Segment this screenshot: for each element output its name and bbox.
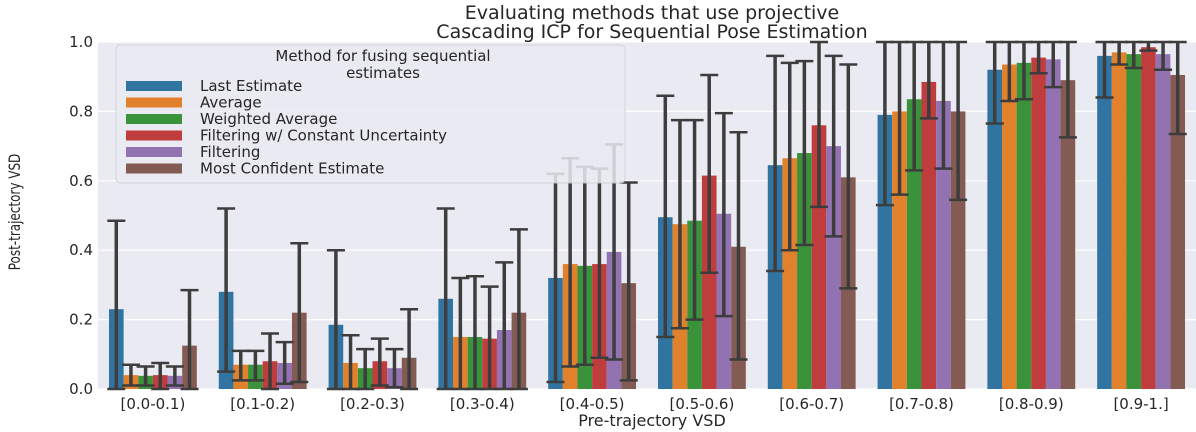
x-tick-label: [0.4-0.5) — [560, 395, 625, 413]
bar — [1155, 54, 1171, 390]
x-tick-label: [0.8-0.9) — [999, 395, 1064, 413]
bar — [1045, 59, 1061, 389]
y-tick-label: 0.4 — [69, 241, 93, 259]
x-tick-label: [0.0-0.1) — [120, 395, 185, 413]
legend-label: Filtering w/ Constant Uncertainty — [200, 127, 447, 145]
bar — [1170, 74, 1186, 389]
error-bars — [107, 40, 1187, 391]
x-tick-label: [0.6-0.7) — [779, 395, 844, 413]
bar — [1141, 47, 1156, 390]
y-axis-label: Post-trajectory VSD — [6, 154, 24, 271]
bar — [1002, 64, 1017, 390]
x-tick-label: [0.1-0.2) — [230, 395, 295, 413]
legend-title-line-2: estimates — [346, 64, 420, 82]
bar — [811, 125, 827, 389]
legend-swatch — [126, 81, 182, 91]
bars — [108, 47, 1186, 390]
legend-swatch — [126, 114, 182, 124]
legend-label: Weighted Average — [200, 110, 337, 128]
bar — [906, 99, 922, 389]
bar — [877, 114, 893, 390]
legend-swatch — [126, 97, 182, 108]
legend-swatch — [126, 163, 182, 174]
legend-frame — [115, 44, 626, 184]
x-tick-label: [0.3-0.4) — [450, 395, 515, 413]
x-tick-label: [0.9-1.] — [1113, 395, 1168, 413]
bar — [987, 69, 1003, 389]
x-tick-label: [0.5-0.6) — [669, 395, 734, 413]
bar — [892, 111, 907, 390]
bar — [701, 175, 717, 389]
bar — [1060, 80, 1076, 390]
y-tick-label: 0.8 — [69, 102, 93, 120]
legend-label: Most Confident Estimate — [200, 160, 384, 178]
legend-label: Filtering — [200, 143, 260, 161]
chart-title-line-2: Cascading ICP for Sequential Pose Estima… — [436, 21, 867, 43]
bar — [1097, 55, 1112, 389]
y-tick-label: 1.0 — [69, 33, 93, 51]
bar — [1126, 54, 1142, 390]
legend-label: Last Estimate — [200, 77, 302, 95]
bar — [950, 111, 966, 390]
legend-title-line-1: Method for fusing sequential — [275, 47, 490, 65]
chart-title-line-1: Evaluating methods that use projective — [465, 2, 840, 24]
x-tick-label: [0.2-0.3) — [340, 395, 405, 413]
bar — [1031, 57, 1046, 390]
legend-label: Average — [200, 94, 262, 112]
x-tick-label: [0.7-0.8) — [889, 395, 954, 413]
y-tick-label: 0.0 — [69, 380, 93, 398]
bar — [1111, 52, 1127, 389]
bar — [767, 165, 783, 389]
x-axis-label: Pre-trajectory VSD — [578, 411, 726, 430]
y-tick-label: 0.2 — [69, 311, 93, 329]
y-tick-labels: 0.0 0.2 0.4 0.6 0.8 1.0 — [69, 33, 93, 398]
legend-swatch — [126, 130, 182, 141]
bar — [826, 146, 841, 389]
y-tick-label: 0.6 — [69, 172, 93, 190]
bar — [921, 81, 937, 389]
legend: Method for fusing sequential estimates L… — [115, 44, 626, 184]
legend-swatch — [126, 147, 182, 157]
bar — [1016, 62, 1032, 389]
bar — [936, 100, 951, 390]
bar — [797, 153, 812, 389]
bar — [782, 158, 798, 389]
x-tick-labels: [0.0-0.1) [0.1-0.2) [0.2-0.3) [0.3-0.4) [0.4… — [120, 395, 1168, 413]
